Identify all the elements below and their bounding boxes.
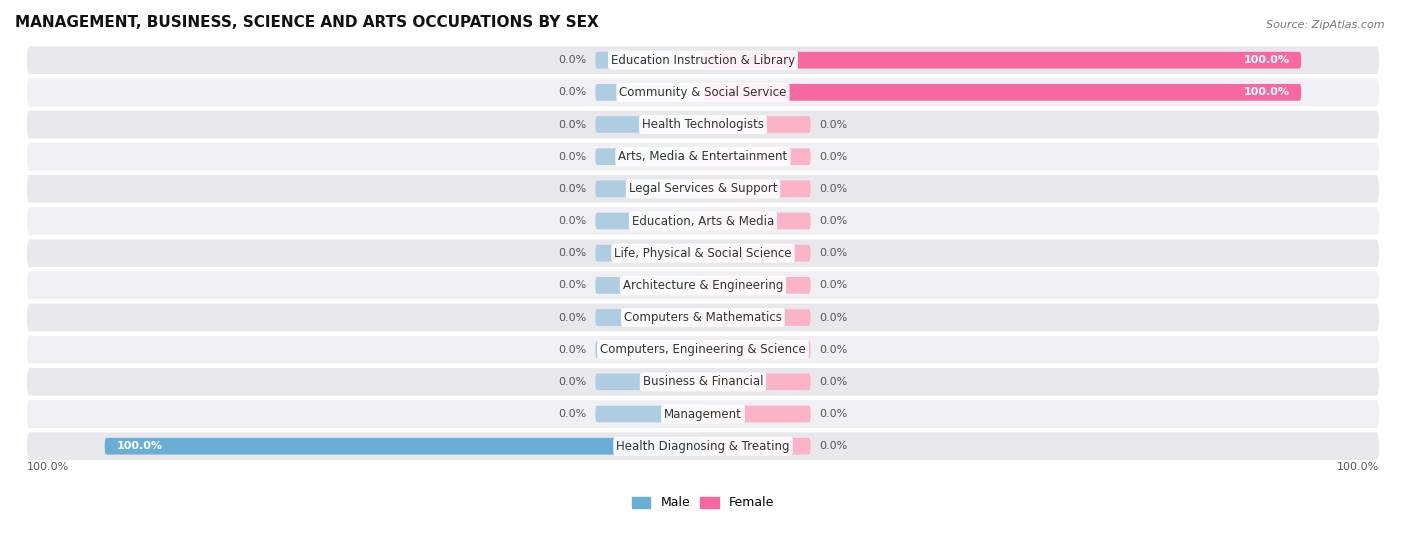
Text: 0.0%: 0.0% [558,248,586,258]
Text: 0.0%: 0.0% [558,184,586,194]
Text: 0.0%: 0.0% [820,184,848,194]
Text: Computers, Engineering & Science: Computers, Engineering & Science [600,343,806,356]
Text: 0.0%: 0.0% [820,312,848,323]
Text: 100.0%: 100.0% [27,462,69,472]
FancyBboxPatch shape [27,46,1379,74]
Text: 0.0%: 0.0% [558,409,586,419]
FancyBboxPatch shape [595,277,703,294]
FancyBboxPatch shape [27,110,1379,138]
Text: MANAGEMENT, BUSINESS, SCIENCE AND ARTS OCCUPATIONS BY SEX: MANAGEMENT, BUSINESS, SCIENCE AND ARTS O… [15,15,599,30]
FancyBboxPatch shape [27,432,1379,460]
FancyBboxPatch shape [27,143,1379,171]
FancyBboxPatch shape [595,245,703,262]
Text: 0.0%: 0.0% [820,409,848,419]
FancyBboxPatch shape [27,304,1379,331]
FancyBboxPatch shape [703,180,811,197]
Text: 0.0%: 0.0% [820,216,848,226]
Text: 0.0%: 0.0% [558,119,586,129]
Text: 100.0%: 100.0% [1243,55,1289,65]
Text: Health Technologists: Health Technologists [643,118,763,131]
Text: Life, Physical & Social Science: Life, Physical & Social Science [614,247,792,259]
FancyBboxPatch shape [703,52,1302,69]
FancyBboxPatch shape [27,368,1379,396]
FancyBboxPatch shape [27,79,1379,106]
Text: Management: Management [664,407,742,421]
Text: 0.0%: 0.0% [820,152,848,162]
Text: 0.0%: 0.0% [558,312,586,323]
FancyBboxPatch shape [27,400,1379,428]
FancyBboxPatch shape [595,341,703,358]
FancyBboxPatch shape [27,175,1379,203]
Text: Education, Arts & Media: Education, Arts & Media [631,214,775,228]
Text: 0.0%: 0.0% [820,280,848,290]
Legend: Male, Female: Male, Female [627,492,779,514]
FancyBboxPatch shape [703,148,811,165]
FancyBboxPatch shape [703,341,811,358]
FancyBboxPatch shape [703,84,1302,101]
FancyBboxPatch shape [703,245,811,262]
Text: Source: ZipAtlas.com: Source: ZipAtlas.com [1267,20,1385,30]
FancyBboxPatch shape [703,438,811,455]
FancyBboxPatch shape [703,373,811,390]
Text: Legal Services & Support: Legal Services & Support [628,182,778,195]
FancyBboxPatch shape [27,336,1379,363]
FancyBboxPatch shape [104,438,703,455]
Text: Community & Social Service: Community & Social Service [619,86,787,99]
Text: 0.0%: 0.0% [820,441,848,451]
FancyBboxPatch shape [595,406,703,422]
FancyBboxPatch shape [703,277,811,294]
Text: 100.0%: 100.0% [117,441,163,451]
Text: 0.0%: 0.0% [558,152,586,162]
FancyBboxPatch shape [703,116,811,133]
Text: 0.0%: 0.0% [558,280,586,290]
Text: 0.0%: 0.0% [558,216,586,226]
FancyBboxPatch shape [595,180,703,197]
Text: 0.0%: 0.0% [820,345,848,355]
FancyBboxPatch shape [703,309,811,326]
FancyBboxPatch shape [595,213,703,229]
Text: 0.0%: 0.0% [558,345,586,355]
Text: 0.0%: 0.0% [820,248,848,258]
Text: 0.0%: 0.0% [558,88,586,97]
Text: 100.0%: 100.0% [1337,462,1379,472]
FancyBboxPatch shape [595,373,703,390]
Text: 0.0%: 0.0% [558,55,586,65]
FancyBboxPatch shape [595,148,703,165]
FancyBboxPatch shape [703,406,811,422]
FancyBboxPatch shape [703,213,811,229]
FancyBboxPatch shape [595,116,703,133]
Text: 0.0%: 0.0% [820,119,848,129]
Text: Computers & Mathematics: Computers & Mathematics [624,311,782,324]
Text: Education Instruction & Library: Education Instruction & Library [612,54,794,67]
FancyBboxPatch shape [27,272,1379,299]
Text: Business & Financial: Business & Financial [643,376,763,388]
FancyBboxPatch shape [595,84,703,101]
FancyBboxPatch shape [595,52,703,69]
Text: 0.0%: 0.0% [820,377,848,387]
Text: Arts, Media & Entertainment: Arts, Media & Entertainment [619,150,787,163]
FancyBboxPatch shape [27,207,1379,235]
Text: Health Diagnosing & Treating: Health Diagnosing & Treating [616,440,790,453]
Text: 0.0%: 0.0% [558,377,586,387]
Text: Architecture & Engineering: Architecture & Engineering [623,279,783,292]
FancyBboxPatch shape [27,239,1379,267]
FancyBboxPatch shape [595,309,703,326]
Text: 100.0%: 100.0% [1243,88,1289,97]
